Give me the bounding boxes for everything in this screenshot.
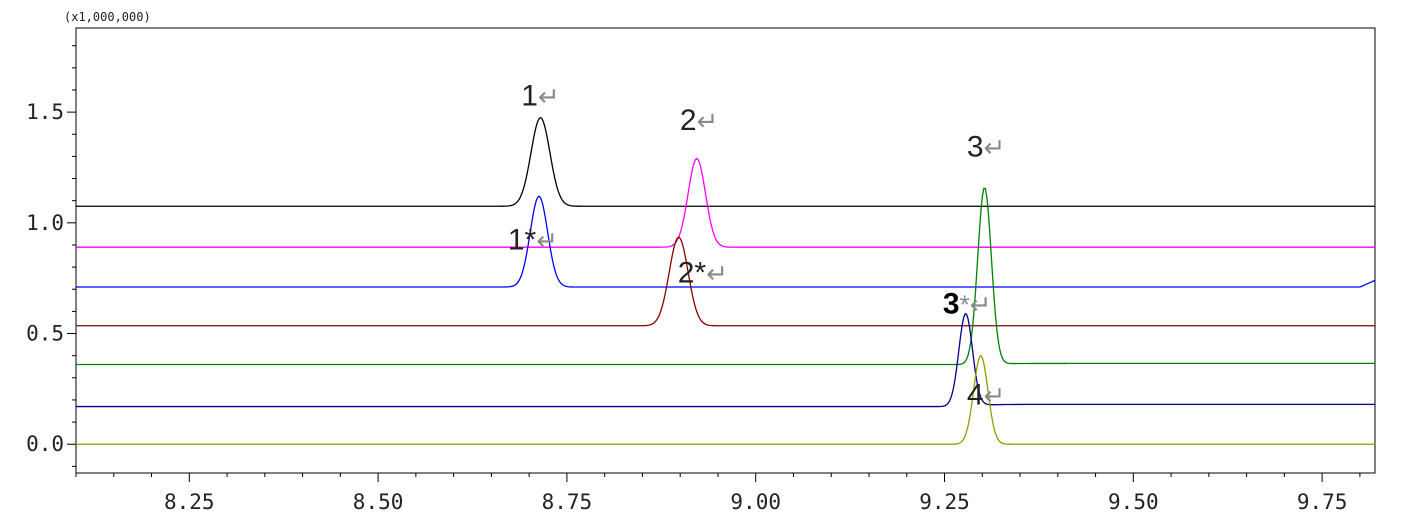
series-line-3 [76, 195, 1376, 288]
peak-label: 2*↵ [678, 257, 728, 290]
return-arrow-icon: ↵ [697, 106, 719, 136]
return-arrow-icon: ↵ [536, 225, 558, 255]
peak-label-text: 1* [508, 223, 537, 256]
return-arrow-icon: ↵ [538, 81, 560, 111]
return-arrow-icon: ↵ [706, 259, 728, 289]
y-tick-label: 0.0 [26, 432, 64, 456]
axes: 0.0 0.5 1.0 1.5 8.25 8.50 8.75 9.00 9.25 9.50 9.75 [26, 27, 1376, 514]
y-tick-label: 1.5 [26, 100, 64, 124]
x-tick-label: 9.25 [919, 490, 970, 514]
x-tick-label: 8.75 [542, 490, 593, 514]
y-tick-label: 0.5 [26, 322, 64, 346]
series-line-2 [76, 157, 1375, 248]
series-line-7 [76, 354, 1375, 445]
peak-label-text: 4 [967, 378, 984, 411]
peak-label-text: 1 [521, 79, 538, 112]
peak-label: 2↵ [680, 104, 718, 137]
peak-label: 3↵ [967, 130, 1005, 163]
series-line-4 [76, 236, 1375, 327]
series-line-6 [76, 313, 1375, 408]
return-arrow-icon: *↵ [960, 290, 992, 320]
peak-label: 1*↵ [508, 223, 558, 256]
x-tick-label: 9.75 [1297, 490, 1348, 514]
peak-annotations: 1↵2↵3↵1*↵2*↵3*↵4↵ [508, 79, 1005, 411]
peak-label-text: 3 [967, 130, 984, 163]
return-arrow-icon: ↵ [984, 132, 1006, 162]
x-tick-label: 8.50 [353, 490, 404, 514]
series-line-5 [76, 187, 1375, 366]
y-tick-label: 1.0 [26, 211, 64, 235]
y-scale-label: (x1,000,000) [64, 10, 151, 24]
series-lines [76, 116, 1376, 445]
x-tick-label: 9.50 [1108, 490, 1159, 514]
peak-label: 4↵ [967, 378, 1005, 411]
peak-label: 1↵ [521, 79, 559, 112]
series-line-1 [76, 116, 1375, 207]
peak-label-text: 3 [943, 288, 960, 321]
return-arrow-icon: ↵ [984, 380, 1006, 410]
x-tick-label: 8.25 [164, 490, 215, 514]
peak-label: 3*↵ [943, 288, 992, 321]
peak-label-text: 2* [678, 257, 707, 290]
x-tick-label: 9.00 [730, 490, 781, 514]
peak-label-text: 2 [680, 104, 697, 137]
plot-frame [75, 27, 1376, 474]
